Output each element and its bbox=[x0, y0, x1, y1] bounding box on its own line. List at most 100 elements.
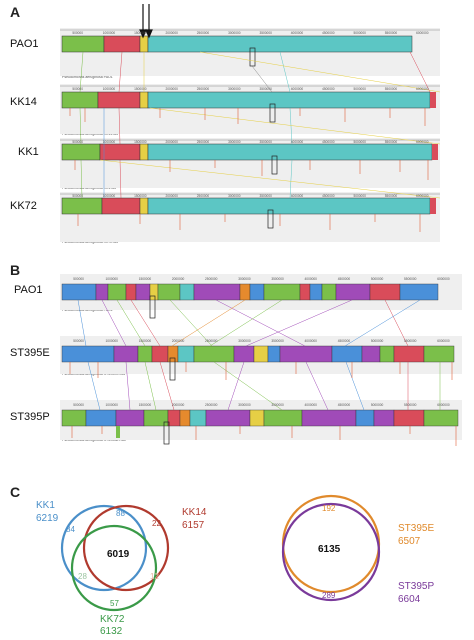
panel-a-track-label-kk72: KK72 bbox=[10, 200, 37, 212]
panel-a-connectors bbox=[79, 51, 441, 199]
ruler-tick-label: 3500000 bbox=[271, 403, 284, 407]
ruler-tick-label: 5000000 bbox=[353, 194, 366, 198]
ruler-tick-label: 1000000 bbox=[103, 140, 116, 144]
venn-left-kk1-name: KK1 bbox=[36, 500, 55, 511]
panel-a-kk1-block-end bbox=[432, 144, 438, 160]
venn-left-circle-kk72 bbox=[70, 524, 158, 612]
ruler-tick-label: 2500000 bbox=[205, 277, 218, 281]
ruler-tick-label: 1000000 bbox=[106, 403, 119, 407]
panel-b-pao1-blocks bbox=[61, 283, 439, 319]
ruler-tick-label: 5000000 bbox=[353, 87, 366, 91]
ruler-tick-label: 2500000 bbox=[197, 87, 210, 91]
venn-left-region-kk14-only: 22 bbox=[152, 519, 161, 528]
ruler-tick-label: 2000000 bbox=[165, 194, 178, 198]
ruler-tick-label: 1000000 bbox=[103, 31, 116, 35]
venn-left-region-kk72-only: 57 bbox=[110, 599, 119, 608]
ruler-tick-label: 5000000 bbox=[353, 140, 366, 144]
panel-a-pao1-block-green bbox=[61, 35, 105, 53]
ruler-tick-label: 2000000 bbox=[172, 277, 185, 281]
ruler-tick-label: 500000 bbox=[73, 277, 84, 281]
ruler-tick-label: 5000000 bbox=[371, 277, 384, 281]
ruler-tick-label: 1500000 bbox=[139, 403, 152, 407]
ruler-tick-label: 1500000 bbox=[134, 140, 147, 144]
venn-left-kk72-total: 6132 bbox=[100, 626, 123, 637]
ruler-tick-label: 3000000 bbox=[228, 31, 241, 35]
ruler-tick-label: 500000 bbox=[73, 403, 84, 407]
panel-a-kk72-block-teal bbox=[147, 197, 431, 215]
ruler-tick-label: 5500000 bbox=[385, 87, 398, 91]
ruler-tick-label: 4000000 bbox=[291, 140, 304, 144]
venn-right-circle-st395p bbox=[281, 502, 381, 602]
venn-left-region-kk1-kk14: 88 bbox=[116, 509, 125, 518]
venn-left-circle-kk1 bbox=[60, 504, 148, 592]
venn-diagrams bbox=[60, 494, 381, 612]
panel-a-arrows bbox=[139, 4, 153, 39]
ruler-tick-label: 5000000 bbox=[371, 339, 384, 343]
venn-left-region-kk1-only: 84 bbox=[66, 525, 75, 534]
panel-a-variant-ticks bbox=[69, 108, 429, 232]
ruler-tick-label: 2000000 bbox=[165, 31, 178, 35]
panel-b-letter: B bbox=[10, 262, 21, 278]
venn-left-region-kk1-kk72: 28 bbox=[78, 572, 87, 581]
ruler-tick-label: 3000000 bbox=[228, 140, 241, 144]
ruler-tick-label: 5500000 bbox=[385, 140, 398, 144]
panel-a-track-label-kk14: KK14 bbox=[10, 96, 37, 108]
panel-a-kk1-block-green bbox=[61, 143, 101, 161]
ruler-tick-label: 5500000 bbox=[404, 277, 417, 281]
panel-a-kk14-box bbox=[269, 103, 276, 123]
panel-a-alignment: 500000 1000000 1500000 2000000 2500000 300000… bbox=[60, 4, 441, 242]
ruler-tick-label: 6000000 bbox=[416, 31, 429, 35]
ruler-tick-label: 2500000 bbox=[205, 339, 218, 343]
panel-a-pao1-box bbox=[249, 47, 256, 67]
ruler-tick-label: 500000 bbox=[72, 140, 83, 144]
panel-a-kk1-box bbox=[271, 155, 278, 175]
ruler-tick-label: 5500000 bbox=[404, 403, 417, 407]
ruler-tick-label: 4000000 bbox=[305, 403, 318, 407]
panel-a-kk1-block-yellow bbox=[139, 143, 149, 161]
ruler-tick-label: 3500000 bbox=[271, 277, 284, 281]
panel-b-variant-ticks bbox=[69, 362, 457, 446]
panel-a-kk14-block-end bbox=[430, 92, 436, 108]
panel-a-track-label-kk1: KK1 bbox=[18, 146, 39, 158]
ruler-tick-label: 4500000 bbox=[322, 87, 335, 91]
ruler-tick-label: 6000000 bbox=[416, 194, 429, 198]
panel-a-kk14-block-teal bbox=[147, 91, 431, 109]
ruler-tick-label: 500000 bbox=[72, 31, 83, 35]
venn-right-region-p-only: 289 bbox=[322, 591, 336, 600]
venn-right-st395p-name: ST395P bbox=[398, 581, 435, 592]
ruler-tick-label: 1500000 bbox=[134, 194, 147, 198]
ruler-tick-label: 2500000 bbox=[197, 31, 210, 35]
ruler-tick-label: 3000000 bbox=[238, 277, 251, 281]
venn-left-kk1-total: 6219 bbox=[36, 513, 59, 524]
panel-b-track-label-st395e: ST395E bbox=[10, 347, 50, 359]
ruler-tick-label: 1000000 bbox=[103, 87, 116, 91]
ruler-tick-label: 1500000 bbox=[139, 277, 152, 281]
panel-a-kk72-block-red bbox=[101, 197, 141, 215]
ruler-tick-label: 3500000 bbox=[271, 339, 284, 343]
ruler-tick-label: 6000000 bbox=[437, 277, 450, 281]
ruler-tick-label: 4500000 bbox=[338, 339, 351, 343]
venn-right-st395e-total: 6507 bbox=[398, 536, 421, 547]
venn-left-kk14-total: 6157 bbox=[182, 520, 205, 531]
panel-a-kk14-block-red bbox=[97, 91, 141, 109]
panel-a-kk72-block-end bbox=[430, 198, 436, 214]
panel-a-kk14-block-green bbox=[61, 91, 99, 109]
venn-left-kk72-name: KK72 bbox=[100, 614, 125, 625]
panel-a-pao1-block-red bbox=[103, 35, 141, 53]
panel-a-kk72-box bbox=[267, 209, 274, 229]
panel-b-track-label-pao1: PAO1 bbox=[14, 284, 43, 296]
ruler-tick-label: 2000000 bbox=[165, 140, 178, 144]
ruler-tick-label: 3000000 bbox=[228, 194, 241, 198]
ruler-tick-label: 3500000 bbox=[259, 194, 272, 198]
ruler-tick-label: 4000000 bbox=[291, 87, 304, 91]
ruler-tick-label: 4000000 bbox=[305, 339, 318, 343]
panel-c-letter: C bbox=[10, 484, 21, 500]
ruler-tick-label: 500000 bbox=[72, 87, 83, 91]
venn-right-st395p-total: 6604 bbox=[398, 594, 421, 605]
ruler-tick-label: 500000 bbox=[72, 194, 83, 198]
ruler-tick-label: 1000000 bbox=[106, 277, 119, 281]
panel-a-caption-pao1: Pseudomonas aeruginosa PAO1 bbox=[62, 75, 113, 79]
ruler-tick-label: 500000 bbox=[73, 339, 84, 343]
ruler-tick-label: 5500000 bbox=[385, 31, 398, 35]
ruler-tick-label: 3000000 bbox=[228, 87, 241, 91]
